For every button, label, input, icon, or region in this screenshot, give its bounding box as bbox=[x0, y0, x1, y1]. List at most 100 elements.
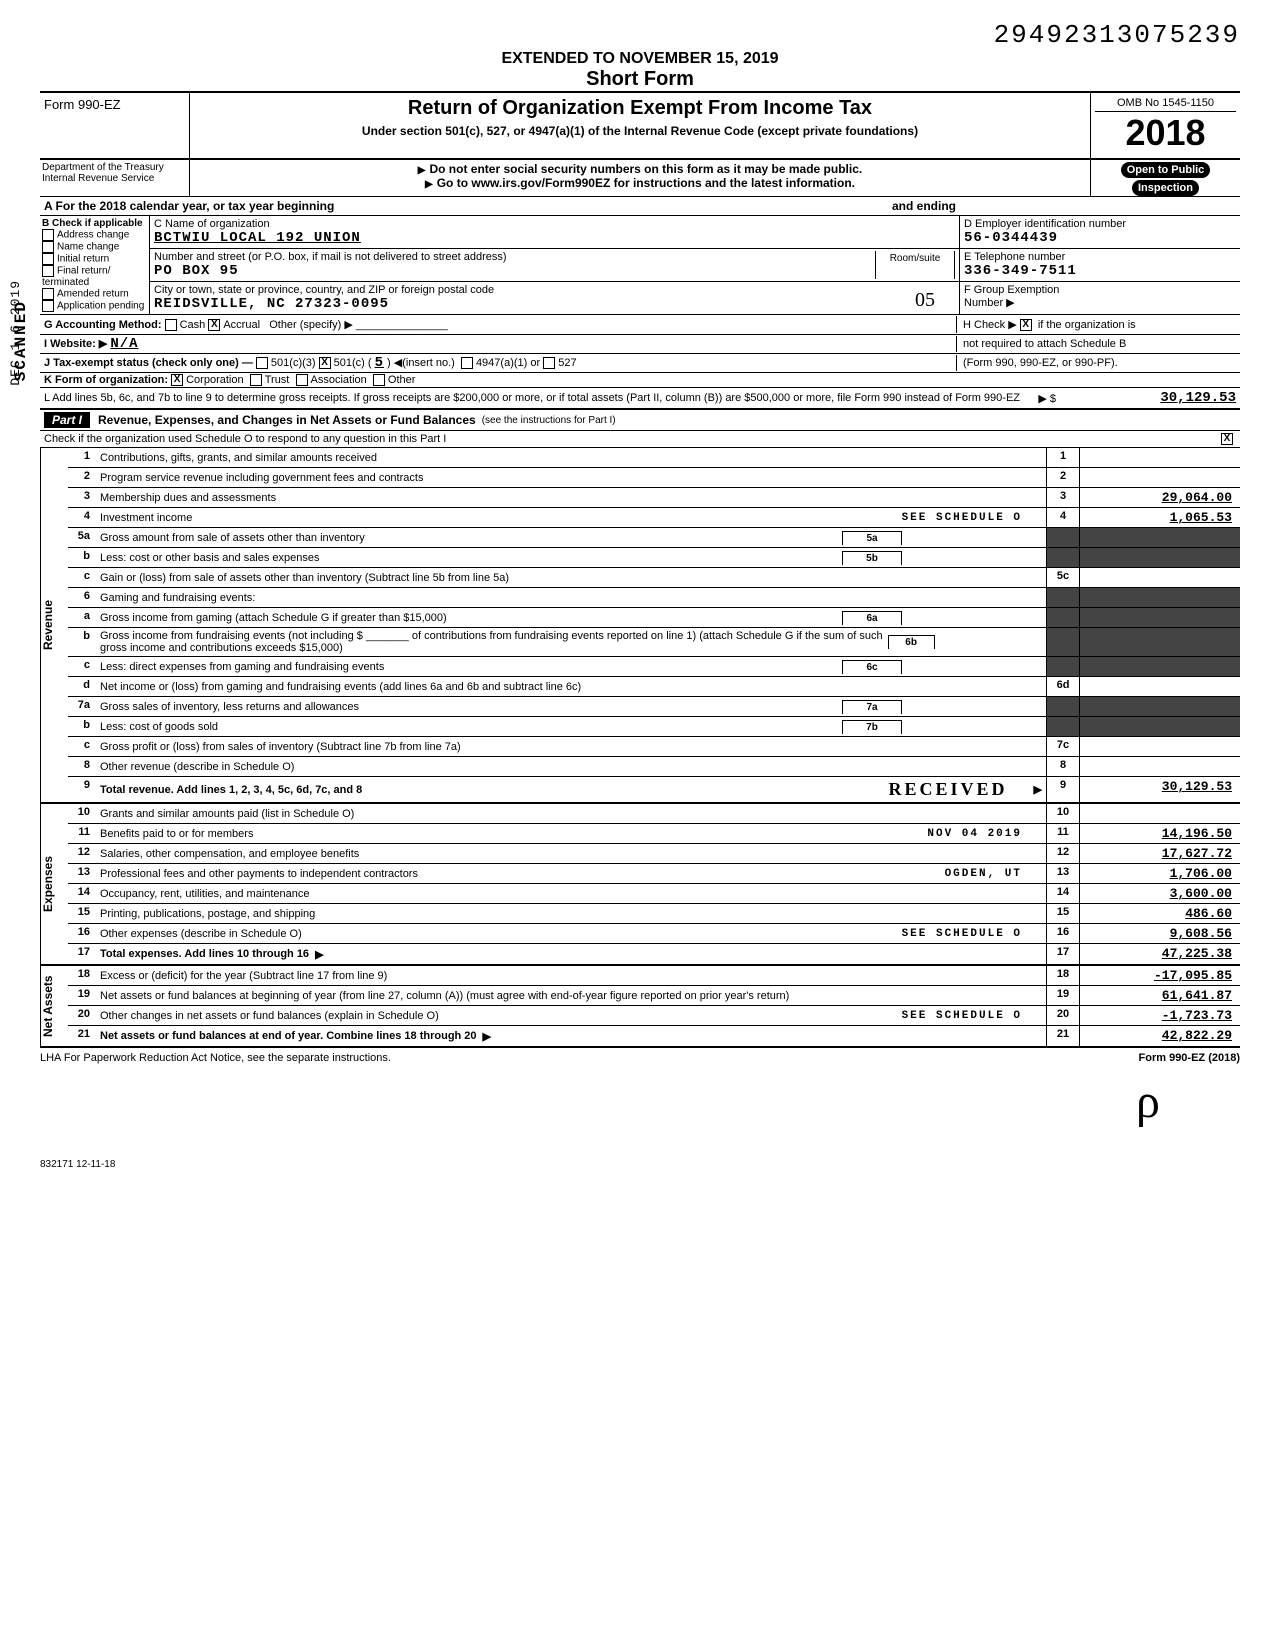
other-method-label: Other (specify) ▶ bbox=[269, 319, 353, 331]
table-row: 5aGross amount from sale of assets other… bbox=[68, 528, 1240, 548]
line-value: -1,723.73 bbox=[1080, 1006, 1240, 1025]
line-e-label: E Telephone number bbox=[964, 251, 1065, 263]
line-col-number bbox=[1046, 528, 1080, 547]
cash-checkbox[interactable] bbox=[165, 319, 177, 331]
line-col-number: 20 bbox=[1046, 1006, 1080, 1025]
line-value bbox=[1080, 568, 1240, 587]
line-value bbox=[1080, 448, 1240, 467]
table-row: cGross profit or (loss) from sales of in… bbox=[68, 737, 1240, 757]
line-value: 14,196.50 bbox=[1080, 824, 1240, 843]
line-value: 9,608.56 bbox=[1080, 924, 1240, 943]
trust-label: Trust bbox=[265, 374, 290, 386]
footer-code: 832171 12-11-18 bbox=[40, 1159, 1240, 1170]
line-col-number bbox=[1046, 697, 1080, 716]
app-pending-checkbox[interactable] bbox=[42, 300, 54, 312]
line-number: 10 bbox=[68, 804, 96, 823]
table-row: 16Other expenses (describe in Schedule O… bbox=[68, 924, 1240, 944]
line-d-label: D Employer identification number bbox=[964, 218, 1126, 230]
501c-checkbox[interactable] bbox=[319, 357, 331, 369]
final-return-checkbox[interactable] bbox=[42, 265, 54, 277]
line-note: OGDEN, UT bbox=[945, 868, 1022, 880]
line-description: Excess or (deficit) for the year (Subtra… bbox=[96, 966, 1046, 985]
line-h-post: if the organization is bbox=[1038, 319, 1136, 331]
line-number: 15 bbox=[68, 904, 96, 923]
sched-o-checkbox[interactable] bbox=[1221, 433, 1233, 445]
line-value bbox=[1080, 548, 1240, 567]
amended-return-checkbox[interactable] bbox=[42, 288, 54, 300]
table-row: dNet income or (loss) from gaming and fu… bbox=[68, 677, 1240, 697]
assoc-checkbox[interactable] bbox=[296, 374, 308, 386]
cash-label: Cash bbox=[180, 319, 206, 331]
corp-checkbox[interactable] bbox=[171, 374, 183, 386]
table-row: 8Other revenue (describe in Schedule O)8 bbox=[68, 757, 1240, 777]
line-h-text4: (Form 990, 990-EZ, or 990-PF). bbox=[963, 357, 1118, 369]
name-change-checkbox[interactable] bbox=[42, 241, 54, 253]
line-value: 42,822.29 bbox=[1080, 1026, 1240, 1046]
line-g-label: G Accounting Method: bbox=[44, 319, 162, 331]
line-description: Gross income from fundraising events (no… bbox=[96, 628, 1046, 656]
footer-left: LHA For Paperwork Reduction Act Notice, … bbox=[40, 1052, 391, 1064]
line-note: SEE SCHEDULE O bbox=[902, 928, 1022, 940]
line-value: 29,064.00 bbox=[1080, 488, 1240, 507]
527-checkbox[interactable] bbox=[543, 357, 555, 369]
line-number: d bbox=[68, 677, 96, 696]
other-org-label: Other bbox=[388, 374, 416, 386]
footer-right: Form 990-EZ (2018) bbox=[1139, 1052, 1240, 1064]
street-address: PO BOX 95 bbox=[154, 263, 239, 279]
501c3-checkbox[interactable] bbox=[256, 357, 268, 369]
netassets-side-label: Net Assets bbox=[40, 966, 68, 1046]
omb-number: OMB No 1545-1150 bbox=[1095, 97, 1236, 112]
inner-line-number: 5a bbox=[842, 531, 902, 545]
line-col-number: 18 bbox=[1046, 966, 1080, 985]
501c3-label: 501(c)(3) bbox=[271, 357, 316, 369]
4947-checkbox[interactable] bbox=[461, 357, 473, 369]
line-description: Investment incomeSEE SCHEDULE O bbox=[96, 508, 1046, 527]
trust-checkbox[interactable] bbox=[250, 374, 262, 386]
addr-change-checkbox[interactable] bbox=[42, 229, 54, 241]
tax-year: 2018 bbox=[1095, 112, 1236, 154]
line-number: 8 bbox=[68, 757, 96, 776]
initial-return-checkbox[interactable] bbox=[42, 253, 54, 265]
line-value: 61,641.87 bbox=[1080, 986, 1240, 1005]
line-description: Less: cost of goods sold7b bbox=[96, 717, 1046, 736]
short-form-label: Short Form bbox=[40, 68, 1240, 91]
inner-line-number: 6b bbox=[888, 635, 935, 649]
line-a-pre: A For the 2018 calendar year, or tax yea… bbox=[44, 199, 334, 213]
line-note: SEE SCHEDULE O bbox=[902, 1010, 1022, 1022]
roomsuite-label: Room/suite bbox=[875, 251, 955, 279]
line-col-number: 13 bbox=[1046, 864, 1080, 883]
501c-post: ) ◀(insert no.) bbox=[387, 357, 455, 369]
line-description: Net assets or fund balances at end of ye… bbox=[96, 1026, 1046, 1046]
check-sched-o-text: Check if the organization used Schedule … bbox=[44, 433, 446, 445]
table-row: bGross income from fundraising events (n… bbox=[68, 628, 1240, 657]
line-col-number: 11 bbox=[1046, 824, 1080, 843]
line-col-number: 15 bbox=[1046, 904, 1080, 923]
line-value: 3,600.00 bbox=[1080, 884, 1240, 903]
line-value bbox=[1080, 677, 1240, 696]
line-number: 1 bbox=[68, 448, 96, 467]
form-number: 990-EZ bbox=[78, 97, 121, 112]
other-org-checkbox[interactable] bbox=[373, 374, 385, 386]
line-value bbox=[1080, 697, 1240, 716]
line-col-number: 7c bbox=[1046, 737, 1080, 756]
amended-return-label: Amended return bbox=[57, 289, 129, 300]
accrual-label: Accrual bbox=[223, 319, 260, 331]
line-col-number bbox=[1046, 548, 1080, 567]
line-col-number: 3 bbox=[1046, 488, 1080, 507]
line-h-text3: not required to attach Schedule B bbox=[963, 338, 1126, 350]
line-description: Salaries, other compensation, and employ… bbox=[96, 844, 1046, 863]
schedule-b-checkbox[interactable] bbox=[1020, 319, 1032, 331]
4947-label: 4947(a)(1) or bbox=[476, 357, 540, 369]
line-col-number: 21 bbox=[1046, 1026, 1080, 1046]
inspection-badge: Inspection bbox=[1132, 180, 1199, 196]
table-row: bLess: cost of goods sold7b bbox=[68, 717, 1240, 737]
inner-line-number: 6a bbox=[842, 611, 902, 625]
line-a-mid: and ending bbox=[892, 199, 956, 213]
accrual-checkbox[interactable] bbox=[208, 319, 220, 331]
line-description: Contributions, gifts, grants, and simila… bbox=[96, 448, 1046, 467]
line-value bbox=[1080, 468, 1240, 487]
table-row: aGross income from gaming (attach Schedu… bbox=[68, 608, 1240, 628]
table-row: 17Total expenses. Add lines 10 through 1… bbox=[68, 944, 1240, 964]
line-description: Benefits paid to or for membersNOV 04 20… bbox=[96, 824, 1046, 843]
table-row: 21Net assets or fund balances at end of … bbox=[68, 1026, 1240, 1046]
